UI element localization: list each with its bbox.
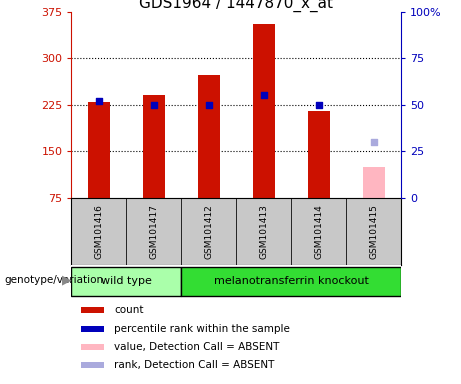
- Point: [95, 98, 103, 104]
- Text: rank, Detection Call = ABSENT: rank, Detection Call = ABSENT: [114, 360, 275, 370]
- Bar: [291, 198, 346, 265]
- Bar: [253, 24, 275, 198]
- Text: ▶: ▶: [62, 273, 72, 286]
- Bar: [81, 326, 104, 332]
- Text: GSM101417: GSM101417: [149, 204, 159, 259]
- Text: melanotransferrin knockout: melanotransferrin knockout: [214, 276, 369, 286]
- Bar: [236, 198, 291, 265]
- Point: [205, 101, 213, 108]
- Bar: [198, 76, 220, 198]
- Bar: [181, 198, 236, 265]
- Bar: [88, 101, 110, 198]
- Bar: [81, 307, 104, 313]
- Text: count: count: [114, 305, 144, 315]
- Bar: [346, 198, 401, 265]
- Title: GDS1964 / 1447870_x_at: GDS1964 / 1447870_x_at: [139, 0, 333, 12]
- Point: [315, 101, 322, 108]
- Text: GSM101416: GSM101416: [95, 204, 103, 259]
- Text: value, Detection Call = ABSENT: value, Detection Call = ABSENT: [114, 342, 280, 352]
- Bar: [126, 198, 181, 265]
- Bar: [181, 266, 401, 296]
- Bar: [307, 111, 330, 198]
- Bar: [71, 266, 181, 296]
- Bar: [81, 362, 104, 368]
- Point: [150, 101, 158, 108]
- Bar: [363, 167, 384, 198]
- Text: GSM101413: GSM101413: [259, 204, 268, 259]
- Text: GSM101412: GSM101412: [204, 204, 213, 259]
- Text: GSM101415: GSM101415: [369, 204, 378, 259]
- Text: GSM101414: GSM101414: [314, 204, 323, 259]
- Text: percentile rank within the sample: percentile rank within the sample: [114, 324, 290, 334]
- Bar: [81, 344, 104, 350]
- Bar: [71, 198, 126, 265]
- Point: [370, 139, 377, 145]
- Point: [260, 92, 267, 98]
- Text: wild type: wild type: [101, 276, 152, 286]
- Text: genotype/variation: genotype/variation: [5, 275, 104, 285]
- Bar: [143, 95, 165, 198]
